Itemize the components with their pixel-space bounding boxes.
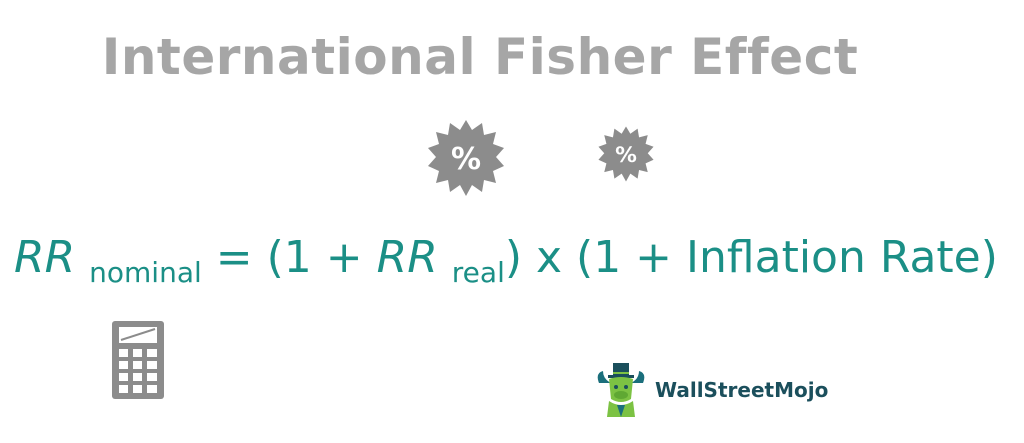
percent-badge-icon-large: %	[426, 118, 506, 198]
formula-subscript-real: real	[451, 256, 505, 289]
formula-subscript-nominal: nominal	[89, 256, 202, 289]
formula-rest-part: ) x (1 + Inflation Rate)	[504, 232, 998, 283]
logo-text: WallStreetMojo	[655, 378, 829, 402]
calculator-icon	[111, 320, 165, 400]
formula-var-rr-nominal: RR	[14, 232, 76, 283]
calculator-icon-svg	[112, 321, 164, 399]
percent-badge-icon: %	[428, 120, 504, 196]
percent-symbol-large: %	[451, 142, 481, 177]
percent-symbol-small: %	[615, 143, 637, 168]
formula-var-rr-real: RR	[376, 232, 438, 283]
fisher-formula: RR nominal = (1 + RR real) x (1 + Inflat…	[14, 222, 1014, 299]
percent-badge-icon: %	[598, 126, 654, 182]
wallstreetmojo-logo: WallStreetMojo	[593, 363, 853, 417]
percent-badge-icon-small: %	[597, 125, 655, 183]
page-title: International Fisher Effect	[101, 28, 859, 86]
formula-equals-part: = (1 +	[201, 232, 377, 283]
bull-mascot-icon	[597, 363, 645, 417]
wallstreetmojo-logo-icon	[593, 363, 649, 417]
